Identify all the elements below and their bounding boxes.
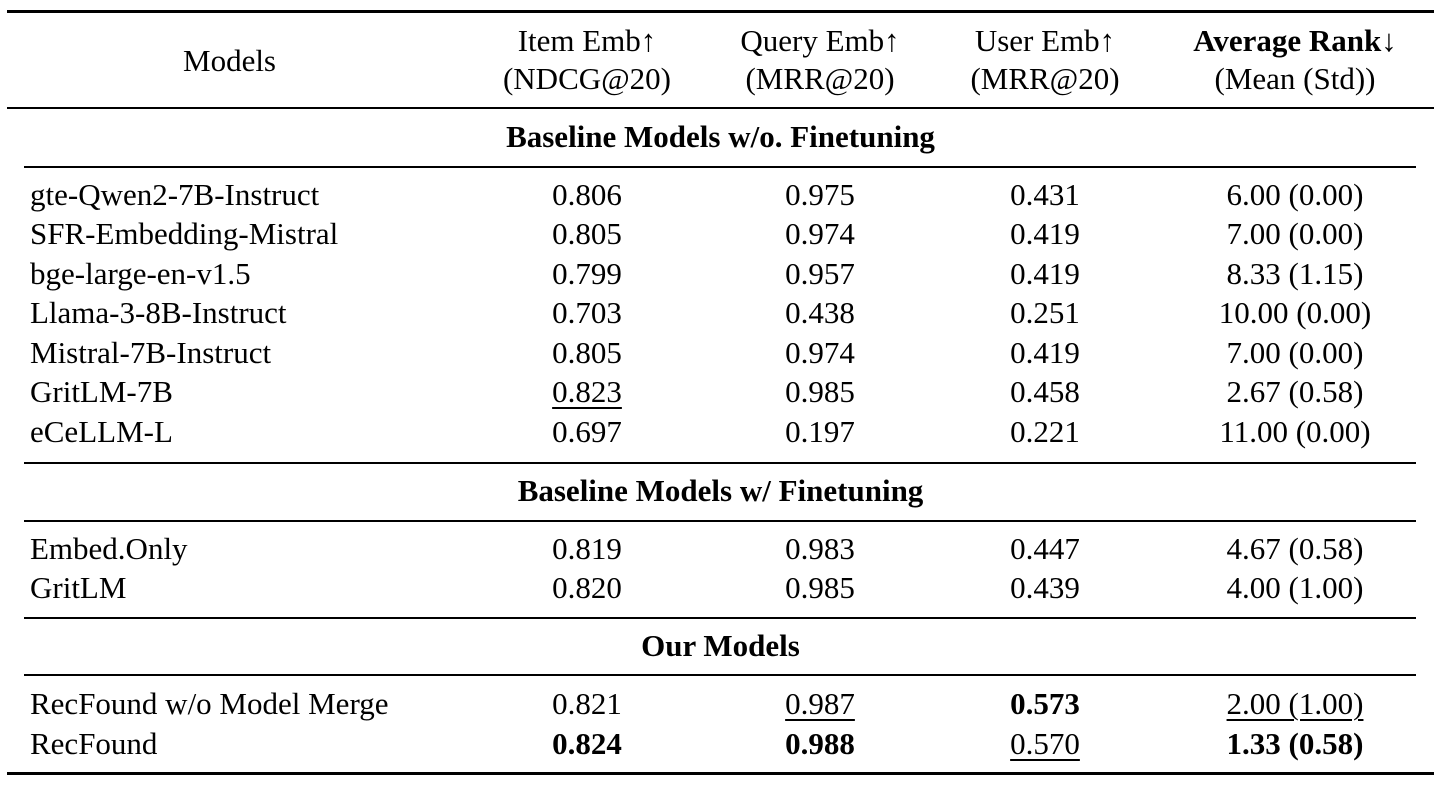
header-average-rank: Average Rank↓ [1193,23,1397,58]
table-row-model: GritLM [30,570,127,605]
table-row-user: 0.221 [1010,414,1080,449]
table-row-model: bge-large-en-v1.5 [30,256,251,291]
table-row-rank: 7.00 (0.00) [1226,216,1364,251]
table-row-user: 0.419 [1010,335,1080,370]
table-row-query: 0.974 [785,335,855,370]
table-row-query: 0.975 [785,177,855,212]
header-item-metric: (NDCG@20) [502,61,672,96]
table-row-model: Llama-3-8B-Instruct [30,295,287,330]
table-row-rank: 7.00 (0.00) [1226,335,1364,370]
table-row-model: SFR-Embedding-Mistral [30,216,339,251]
section-rule [24,520,1416,522]
table-row-model: RecFound [30,726,158,761]
table-row-user: 0.419 [1010,256,1080,291]
header-query-emb: Query Emb↑ [740,23,900,58]
table-row-item: 0.819 [552,531,622,566]
section-title-our-models: Our Models [641,628,800,663]
table-row-item: 0.806 [552,177,622,212]
table-row-user: 0.570 [945,726,1145,762]
second-best-value: 2.00 (1.00) [1226,686,1364,721]
table-row-model: GritLM-7B [30,374,173,409]
header-query-metric: (MRR@20) [745,61,895,96]
table-row-query: 0.985 [785,374,855,409]
table-row-item: 0.805 [552,216,622,251]
bottom-rule [7,772,1434,775]
section-rule [24,166,1416,168]
section-title-baseline-finetuning: Baseline Models w/ Finetuning [517,473,924,508]
second-best-value: 0.823 [552,374,622,409]
table-row-item: 0.821 [552,686,622,721]
table-row-query: 0.438 [785,295,855,330]
table-row-rank: 4.00 (1.00) [1226,570,1364,605]
table-row-model: RecFound w/o Model Merge [30,686,389,721]
table-row-user: 0.439 [1010,570,1080,605]
table-row-query: 0.985 [785,570,855,605]
table-row-user: 0.447 [1010,531,1080,566]
section-rule [24,674,1416,676]
table-row-model: Mistral-7B-Instruct [30,335,272,370]
table-row-rank: 11.00 (0.00) [1219,414,1371,449]
table-row-model: eCeLLM-L [30,414,173,449]
table-row-rank: 10.00 (0.00) [1218,295,1372,330]
header-item-emb: Item Emb↑ [517,23,657,58]
table-row-item: 0.703 [552,295,622,330]
header-average-metric: (Mean (Std)) [1214,61,1376,96]
table-row-query: 0.983 [785,531,855,566]
table-row-rank: 2.00 (1.00) [1170,686,1420,722]
header-user-emb: User Emb↑ [974,23,1116,58]
header-models: Models [183,43,276,78]
top-rule [7,10,1434,13]
table-row-item: 0.697 [552,414,622,449]
table-row-user: 0.431 [1010,177,1080,212]
table-row-rank: 1.33 (0.58) [1226,726,1364,761]
table-row-user: 0.419 [1010,216,1080,251]
table-row-item: 0.820 [552,570,622,605]
table-row-model: Embed.Only [30,531,188,566]
table-row-item: 0.823 [487,374,687,410]
second-best-value: 0.987 [785,686,855,721]
table-row-query: 0.974 [785,216,855,251]
table-row-item: 0.799 [552,256,622,291]
section-rule [24,462,1416,464]
second-best-value: 0.570 [1010,726,1080,761]
table-row-user: 0.251 [1010,295,1080,330]
section-rule [24,617,1416,619]
table-row-query: 0.987 [720,686,920,722]
section-title-baseline-no-finetuning: Baseline Models w/o. Finetuning [506,119,935,154]
table-row-query: 0.957 [785,256,855,291]
table-row-rank: 8.33 (1.15) [1226,256,1364,291]
table-row-rank: 6.00 (0.00) [1226,177,1364,212]
table-row-query: 0.988 [785,726,855,761]
header-rule [7,107,1434,109]
table-row-query: 0.197 [785,414,855,449]
table-row-rank: 4.67 (0.58) [1226,531,1364,566]
table-row-item: 0.824 [552,726,622,761]
table-row-item: 0.805 [552,335,622,370]
table-row-model: gte-Qwen2-7B-Instruct [30,177,320,212]
table-row-rank: 2.67 (0.58) [1226,374,1364,409]
table-row-user: 0.573 [1010,686,1080,721]
table-row-user: 0.458 [1010,374,1080,409]
header-user-metric: (MRR@20) [970,61,1120,96]
